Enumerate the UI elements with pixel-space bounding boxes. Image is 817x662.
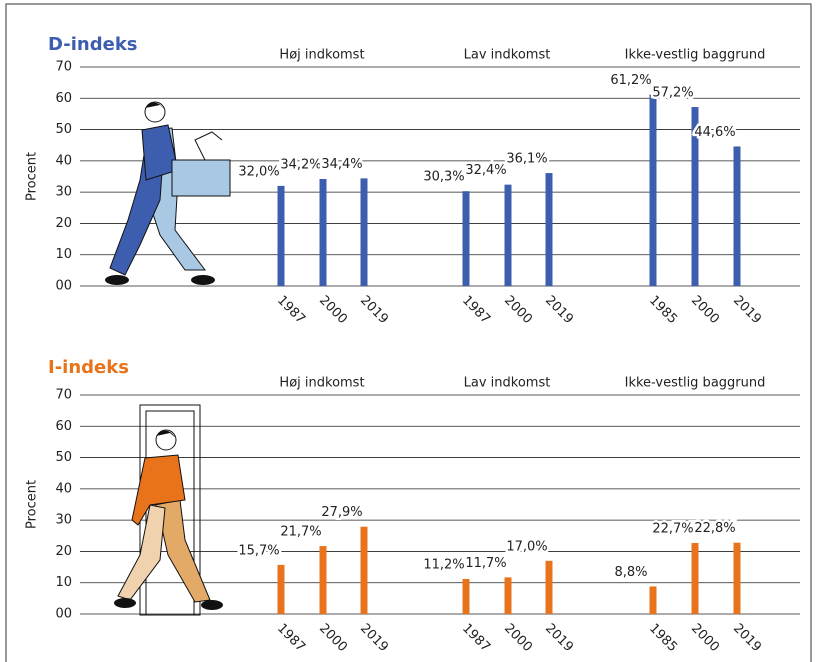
- bar: [691, 542, 699, 614]
- x-tick-label: 2000: [501, 621, 535, 655]
- y-tick-label: 00: [55, 607, 72, 622]
- bar: [462, 191, 470, 286]
- x-tick-label: 2000: [316, 621, 350, 655]
- y-tick-label: 60: [55, 91, 72, 106]
- x-tick-label: 2019: [730, 621, 764, 655]
- x-tick-label: 2019: [357, 621, 391, 655]
- bar: [733, 146, 741, 286]
- value-label: 61,2%: [610, 73, 651, 88]
- y-tick-label: 50: [55, 122, 72, 137]
- group-label: Ikke-vestlig baggrund: [625, 376, 766, 391]
- value-label: 22,7%: [652, 521, 693, 536]
- y-tick-label: 10: [55, 247, 72, 262]
- frame: [5, 3, 812, 662]
- value-label: 34,2%: [280, 158, 321, 173]
- bar: [360, 178, 368, 286]
- y-tick-label: 20: [55, 544, 72, 559]
- bar: [462, 578, 470, 614]
- x-tick-label: 2019: [542, 293, 576, 327]
- chart-title: D-indeks: [48, 34, 138, 55]
- x-tick-label: 2019: [357, 293, 391, 327]
- bar: [649, 94, 657, 286]
- value-label: 32,0%: [238, 164, 279, 179]
- group-label: Høj indkomst: [279, 48, 364, 63]
- group-label: Høj indkomst: [279, 376, 364, 391]
- y-tick-label: 40: [55, 481, 72, 496]
- bar: [319, 179, 327, 286]
- y-tick-label: 70: [55, 60, 72, 75]
- x-tick-label: 1985: [646, 293, 680, 327]
- x-tick-label: 2019: [730, 293, 764, 327]
- value-label: 57,2%: [652, 86, 693, 101]
- y-tick-label: 50: [55, 450, 72, 465]
- x-tick-label: 1987: [274, 293, 308, 327]
- x-tick-label: 1985: [646, 621, 680, 655]
- bar: [545, 560, 553, 614]
- x-tick-label: 2000: [688, 621, 722, 655]
- x-tick-label: 2000: [316, 293, 350, 327]
- y-tick-label: 40: [55, 153, 72, 168]
- bar: [504, 577, 512, 614]
- x-tick-label: 2000: [501, 293, 535, 327]
- value-label: 8,8%: [614, 565, 647, 580]
- chart-title: I-indeks: [48, 357, 129, 378]
- x-tick-label: 1987: [459, 293, 493, 327]
- bar: [319, 546, 327, 614]
- bar: [733, 542, 741, 614]
- y-axis-label: Procent: [25, 152, 40, 201]
- illustration-mover: [105, 101, 231, 285]
- value-label: 11,2%: [423, 557, 464, 572]
- y-tick-label: 10: [55, 575, 72, 590]
- value-label: 36,1%: [506, 152, 547, 167]
- y-tick-label: 70: [55, 388, 72, 403]
- y-tick-label: 20: [55, 216, 72, 231]
- bar: [504, 184, 512, 286]
- bar: [545, 173, 553, 286]
- value-label: 27,9%: [321, 505, 362, 520]
- bar: [649, 586, 657, 614]
- y-axis-label: Procent: [25, 480, 40, 529]
- value-label: 34,4%: [321, 157, 362, 172]
- x-tick-label: 1987: [459, 621, 493, 655]
- group-label: Lav indkomst: [464, 48, 551, 63]
- x-tick-label: 1987: [274, 621, 308, 655]
- x-tick-label: 2019: [542, 621, 576, 655]
- bar: [277, 185, 285, 286]
- group-label: Ikke-vestlig baggrund: [625, 48, 766, 63]
- value-label: 32,4%: [465, 163, 506, 178]
- y-tick-label: 60: [55, 419, 72, 434]
- y-tick-label: 30: [55, 185, 72, 200]
- value-label: 21,7%: [280, 525, 321, 540]
- value-label: 15,7%: [238, 543, 279, 558]
- bar: [691, 107, 699, 286]
- value-label: 22,8%: [694, 521, 735, 536]
- x-tick-label: 2000: [688, 293, 722, 327]
- y-tick-label: 30: [55, 513, 72, 528]
- value-label: 44,6%: [694, 125, 735, 140]
- value-label: 11,7%: [465, 556, 506, 571]
- value-label: 30,3%: [423, 170, 464, 185]
- y-tick-label: 00: [55, 279, 72, 294]
- illustration-walker: [114, 404, 223, 616]
- bar: [360, 526, 368, 614]
- group-label: Lav indkomst: [464, 376, 551, 391]
- bar: [277, 564, 285, 614]
- value-label: 17,0%: [506, 539, 547, 554]
